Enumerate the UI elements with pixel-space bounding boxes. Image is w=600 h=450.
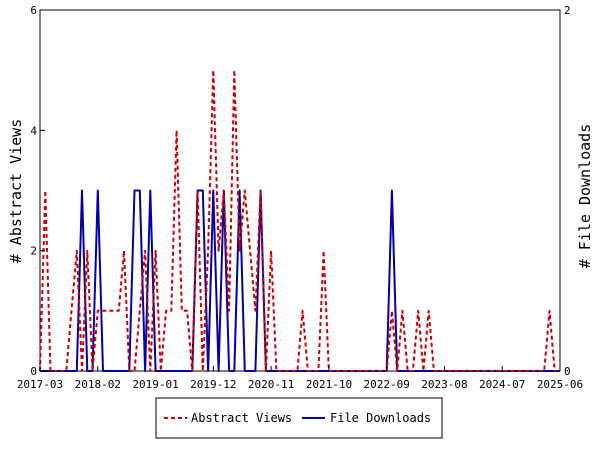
x-tick-label: 2019-12 — [190, 378, 236, 391]
y-axis-left: 0 2 4 6 — [30, 4, 45, 378]
x-tick-label: 2024-07 — [479, 378, 525, 391]
y2-tick-label: 2 — [564, 4, 571, 17]
x-axis: 2017-03 2018-02 2019-01 2019-12 2020-11 2021-… — [17, 366, 583, 391]
y-axis-title: # Abstract Views — [7, 119, 25, 264]
x-tick-label: 2025-06 — [537, 378, 583, 391]
x-tick-label: 2018-02 — [75, 378, 121, 391]
x-tick-label: 2022-09 — [363, 378, 409, 391]
x-tick-label: 2020-11 — [248, 378, 294, 391]
y-axis-right: 02 — [555, 4, 571, 378]
x-tick-label: 2023-08 — [421, 378, 467, 391]
series-line-file-downloads — [40, 189, 560, 372]
series-line-abstract-views — [39, 69, 560, 372]
legend-box — [155, 397, 443, 439]
legend: Abstract Views File Downloads — [155, 397, 443, 439]
y-tick-label: 2 — [30, 245, 37, 258]
legend-label-abstract-views: Abstract Views — [191, 411, 292, 425]
y-tick-label: 6 — [30, 4, 37, 17]
y2-tick-label: 0 — [564, 365, 571, 378]
x-tick-label: 2017-03 — [17, 378, 63, 391]
y2-axis-title: # File Downloads — [576, 124, 594, 269]
y-tick-label: 4 — [30, 124, 37, 137]
y-tick-label: 0 — [30, 365, 37, 378]
series-layer — [39, 69, 560, 372]
legend-label-file-downloads: File Downloads — [330, 411, 431, 425]
x-tick-label: 2019-01 — [132, 378, 178, 391]
x-tick-label: 2021-10 — [306, 378, 352, 391]
